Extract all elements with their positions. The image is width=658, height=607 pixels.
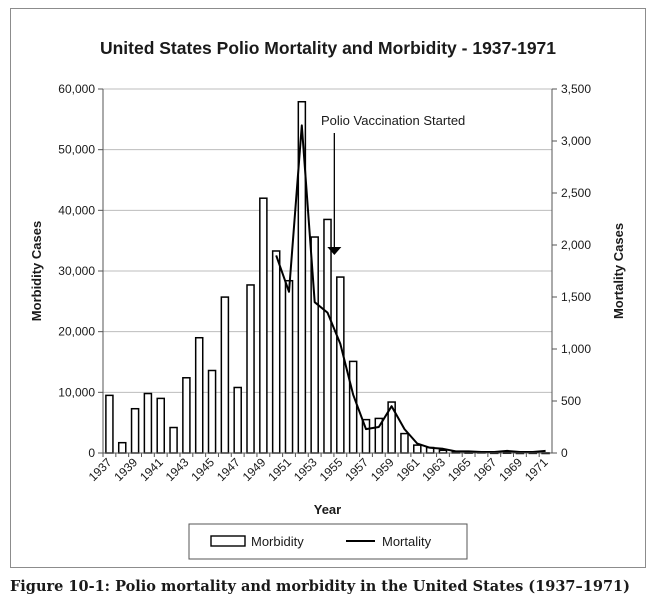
x-tick-label: 1969 bbox=[496, 455, 525, 484]
left-tick-label: 30,000 bbox=[58, 264, 95, 278]
right-tick-label: 500 bbox=[561, 394, 581, 408]
mortality-line-layer bbox=[275, 124, 546, 453]
legend: Morbidity Mortality bbox=[188, 523, 468, 560]
right-tick-label: 2,000 bbox=[561, 238, 591, 252]
y-axis-label: Morbidity Cases bbox=[29, 221, 44, 321]
morbidity-bar bbox=[336, 276, 345, 454]
legend-mortality-label: Mortality bbox=[382, 534, 432, 549]
chart-frame: United States Polio Mortality and Morbid… bbox=[10, 8, 646, 568]
right-tick-label: 0 bbox=[561, 446, 568, 460]
mortality-line bbox=[275, 124, 546, 453]
morbidity-bar bbox=[130, 407, 140, 454]
y2-axis-label: Mortality Cases bbox=[611, 223, 626, 319]
x-tick-label: 1943 bbox=[163, 455, 192, 484]
morbidity-bar bbox=[323, 218, 332, 454]
x-tick-label: 1955 bbox=[317, 455, 346, 484]
right-tick-label: 2,500 bbox=[561, 186, 591, 200]
morbidity-bar bbox=[194, 336, 204, 454]
x-tick-label: 1951 bbox=[265, 455, 294, 484]
right-axis-ticks: 0 500 1,000 1,500 2,000 2,500 3,000 3,500 bbox=[552, 82, 591, 460]
x-tick-label: 1965 bbox=[445, 455, 474, 484]
x-tick-label: 1961 bbox=[394, 455, 423, 484]
morbidity-bar bbox=[182, 377, 191, 454]
x-axis-label: Year bbox=[314, 502, 341, 517]
chart: United States Polio Mortality and Morbid… bbox=[29, 38, 626, 560]
morbidity-bars bbox=[105, 100, 550, 455]
morbidity-bar bbox=[284, 279, 294, 454]
morbidity-bar bbox=[220, 296, 230, 454]
x-tick-label: 1949 bbox=[240, 455, 269, 484]
morbidity-bar bbox=[246, 284, 255, 454]
left-axis-ticks: 0 10,000 20,000 30,000 40,000 50,000 60,000 bbox=[58, 82, 103, 460]
right-tick-label: 1,500 bbox=[561, 290, 591, 304]
x-tick-label: 1963 bbox=[419, 455, 448, 484]
morbidity-bar bbox=[233, 386, 242, 454]
annotation: Polio Vaccination Started bbox=[321, 113, 465, 255]
x-tick-label: 1947 bbox=[214, 455, 243, 484]
morbidity-bar bbox=[259, 197, 268, 454]
x-tick-label: 1971 bbox=[522, 455, 551, 484]
x-axis-ticks: 1937193919411943194519471949195119531955… bbox=[86, 453, 551, 484]
left-tick-label: 40,000 bbox=[58, 203, 95, 217]
x-tick-label: 1939 bbox=[111, 455, 140, 484]
legend-morbidity-swatch bbox=[210, 535, 246, 547]
morbidity-bar bbox=[413, 444, 422, 454]
x-tick-label: 1957 bbox=[342, 455, 371, 484]
morbidity-bar bbox=[271, 250, 281, 454]
x-tick-label: 1959 bbox=[368, 455, 397, 484]
morbidity-bar bbox=[117, 441, 127, 454]
morbidity-bar bbox=[169, 426, 178, 454]
morbidity-bar bbox=[207, 369, 217, 454]
morbidity-bar bbox=[400, 432, 409, 454]
right-tick-label: 3,000 bbox=[561, 134, 591, 148]
annotation-arrow-head bbox=[327, 247, 342, 255]
x-tick-label: 1953 bbox=[291, 455, 320, 484]
left-tick-label: 20,000 bbox=[58, 325, 95, 339]
x-tick-label: 1945 bbox=[188, 455, 217, 484]
morbidity-bar bbox=[143, 392, 153, 454]
right-tick-label: 3,500 bbox=[561, 82, 591, 96]
left-tick-label: 0 bbox=[88, 446, 95, 460]
left-tick-label: 60,000 bbox=[58, 82, 95, 96]
annotation-text: Polio Vaccination Started bbox=[321, 113, 465, 128]
morbidity-bar bbox=[105, 394, 114, 454]
chart-title: United States Polio Mortality and Morbid… bbox=[100, 38, 556, 58]
left-tick-label: 50,000 bbox=[58, 143, 95, 157]
right-tick-label: 1,000 bbox=[561, 342, 591, 356]
figure-caption: Figure 10-1: Polio mortality and morbidi… bbox=[10, 578, 630, 595]
x-tick-label: 1967 bbox=[471, 455, 500, 484]
left-tick-label: 10,000 bbox=[58, 385, 95, 399]
morbidity-bar bbox=[156, 397, 166, 454]
legend-morbidity-label: Morbidity bbox=[251, 534, 304, 549]
x-tick-label: 1941 bbox=[137, 455, 166, 484]
morbidity-bar bbox=[348, 360, 358, 454]
